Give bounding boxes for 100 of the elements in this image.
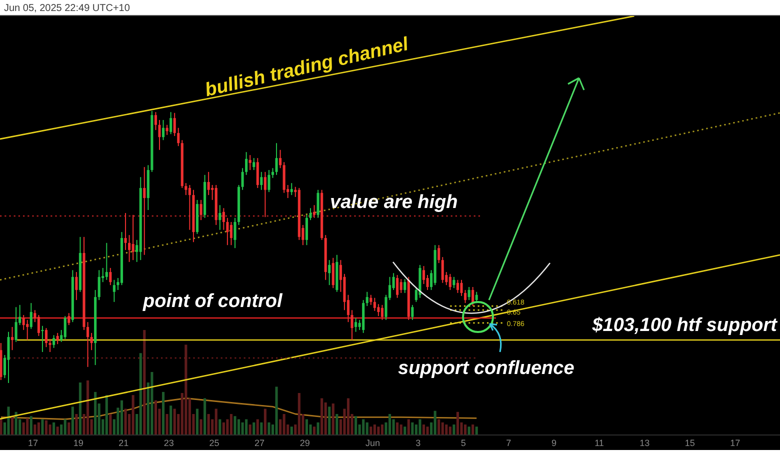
candlestick <box>222 208 225 230</box>
bar <box>418 419 422 435</box>
bar <box>264 408 266 435</box>
bar <box>48 424 52 435</box>
candlestick <box>30 302 32 330</box>
bar <box>124 408 127 435</box>
candlestick <box>264 171 266 218</box>
candlestick <box>396 274 399 298</box>
candlestick <box>52 334 56 348</box>
x-tick-label: 17 <box>730 438 740 448</box>
candlestick <box>328 260 331 286</box>
x-tick-label: 13 <box>640 438 650 448</box>
bar <box>196 408 199 435</box>
candlestick <box>86 322 90 368</box>
bar <box>200 419 202 435</box>
bar <box>422 424 426 435</box>
bar <box>316 422 320 435</box>
x-tick-label: 11 <box>594 438 604 448</box>
candlestick <box>68 312 70 326</box>
x-tick-label: 7 <box>506 438 512 448</box>
text: bullish trading channel <box>203 34 412 102</box>
candlestick <box>48 338 52 352</box>
candlestick <box>380 304 384 320</box>
candlestick <box>170 112 172 135</box>
bar <box>150 372 154 435</box>
bar <box>166 414 168 435</box>
bar <box>312 426 316 435</box>
bar <box>346 398 350 435</box>
bar <box>237 419 240 435</box>
bar <box>56 426 59 435</box>
bar <box>468 426 470 435</box>
x-tick-label: 21 <box>118 438 129 448</box>
candlestick <box>128 234 131 262</box>
candlestick <box>366 291 368 307</box>
x-tick-label: Jun <box>366 438 380 448</box>
bar <box>170 406 172 435</box>
candlestick <box>256 158 259 188</box>
x-tick-label: 29 <box>300 438 310 448</box>
bar <box>448 426 452 435</box>
candlestick <box>207 171 210 196</box>
x-tick-label: 9 <box>551 438 556 448</box>
candlestick <box>22 314 25 330</box>
bar <box>37 422 40 435</box>
bar <box>324 402 327 435</box>
bar <box>162 392 165 435</box>
bar <box>438 419 440 435</box>
bar <box>366 422 368 435</box>
bar <box>411 422 414 435</box>
candlestick <box>438 244 440 264</box>
candlestick <box>305 214 308 246</box>
candlestick <box>350 310 354 341</box>
bar <box>64 419 66 435</box>
bar <box>328 406 331 435</box>
bar <box>10 416 14 435</box>
candlestick <box>226 217 229 246</box>
candlestick <box>109 267 112 286</box>
candlestick <box>26 319 29 341</box>
candlestick <box>411 304 414 320</box>
bar <box>362 419 365 435</box>
bar <box>214 408 218 435</box>
bar <box>275 386 278 435</box>
bar <box>456 412 459 435</box>
bar <box>475 426 478 435</box>
bar <box>230 414 232 435</box>
bar <box>305 419 308 435</box>
x-tick-label: 25 <box>209 438 220 448</box>
bar <box>52 422 56 435</box>
bar <box>426 426 429 435</box>
candlestick <box>475 291 478 302</box>
bar <box>120 400 124 435</box>
bar <box>105 395 108 435</box>
candlestick <box>37 314 40 336</box>
annotation: support confluence <box>398 358 575 379</box>
candlestick <box>452 276 456 289</box>
bar <box>71 406 74 435</box>
candlestick <box>252 158 256 171</box>
candlestick <box>44 328 48 348</box>
candlestick <box>188 184 191 230</box>
candlestick <box>370 294 372 306</box>
bar <box>139 353 142 435</box>
candlestick <box>105 242 108 280</box>
candlestick <box>158 119 161 150</box>
bar <box>30 416 32 435</box>
bar <box>404 426 406 435</box>
bar <box>22 422 25 435</box>
bar <box>377 426 380 435</box>
bar <box>260 422 263 435</box>
bar <box>252 422 256 435</box>
candlestick <box>354 317 358 332</box>
bar <box>234 416 236 435</box>
bar <box>218 419 222 435</box>
bar <box>407 419 410 435</box>
candlestick <box>290 182 293 196</box>
candlestick <box>173 112 176 137</box>
bar <box>373 424 376 435</box>
bar <box>222 422 225 435</box>
bar <box>256 419 259 435</box>
candlestick <box>143 166 146 256</box>
bar <box>154 400 157 435</box>
candlestick <box>7 331 10 384</box>
